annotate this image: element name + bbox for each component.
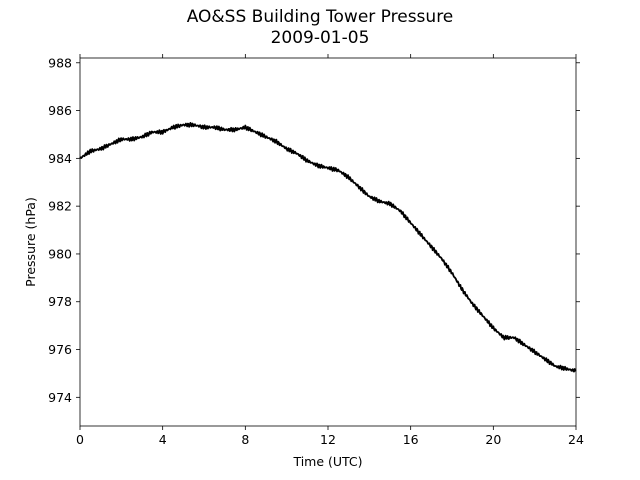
y-tick-label: 978 [48, 294, 72, 309]
x-tick-label: 16 [403, 432, 419, 447]
x-tick-label: 20 [485, 432, 501, 447]
y-axis-label: Pressure (hPa) [23, 197, 38, 287]
y-tick-label: 984 [48, 151, 72, 166]
y-tick-label: 988 [48, 55, 72, 70]
tick-layer: 0 4 8 12 16 20 24 974 976 978 980 982 984 986 988 [48, 54, 584, 447]
x-tick-label: 12 [320, 432, 336, 447]
x-tick-label: 8 [241, 432, 249, 447]
x-tick-label: 24 [568, 432, 584, 447]
y-tick-label: 982 [48, 199, 72, 214]
x-tick-label: 4 [159, 432, 167, 447]
y-tick-label: 974 [48, 390, 72, 405]
x-axis-label: Time (UTC) [292, 454, 362, 469]
y-tick-label: 986 [48, 103, 72, 118]
chart-subtitle: 2009-01-05 [270, 28, 370, 48]
plot-frame [79, 57, 577, 427]
y-tick-label: 980 [48, 246, 72, 261]
x-tick-label: 0 [76, 432, 84, 447]
pressure-series-line [79, 122, 577, 373]
y-tick-label: 976 [48, 342, 72, 357]
chart-title: AO&SS Building Tower Pressure [186, 7, 454, 27]
